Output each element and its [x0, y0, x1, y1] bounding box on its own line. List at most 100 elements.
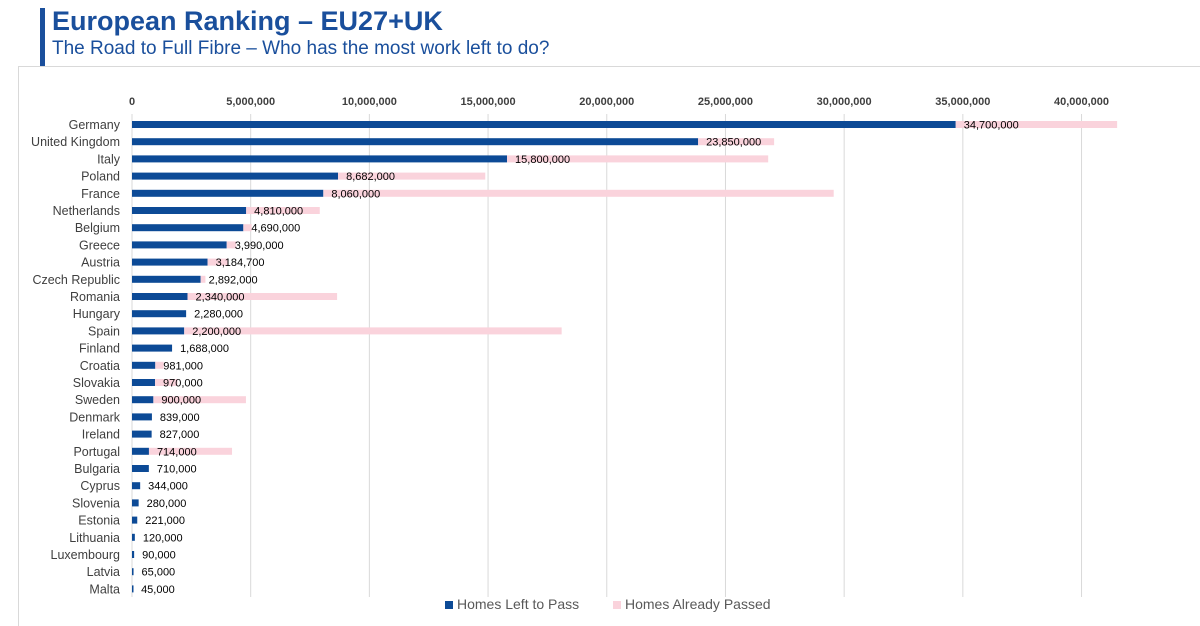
data-label: 2,280,000: [194, 309, 243, 321]
category-label: Greece: [79, 238, 120, 252]
bar-homes-left-to-pass: [132, 482, 141, 490]
data-label: 2,200,000: [192, 326, 241, 338]
category-label: Poland: [81, 170, 120, 184]
category-label: Germany: [69, 118, 121, 132]
bar-homes-left-to-pass: [132, 465, 149, 472]
x-tick-label: 5,000,000: [226, 96, 275, 108]
bar-homes-already-passed: [153, 396, 246, 404]
bar-homes-already-passed: [698, 138, 775, 146]
bar-homes-left-to-pass: [132, 585, 134, 593]
x-tick-label: 30,000,000: [817, 96, 872, 108]
data-label: 3,184,700: [216, 257, 265, 269]
bar-homes-already-passed: [243, 224, 252, 232]
bar-homes-left-to-pass: [132, 568, 134, 576]
page-subtitle: The Road to Full Fibre – Who has the mos…: [52, 38, 550, 59]
category-label: Netherlands: [53, 204, 120, 218]
data-label: 827,000: [160, 429, 200, 441]
data-label: 120,000: [143, 532, 183, 544]
data-label: 23,850,000: [706, 137, 761, 149]
legend-label-homes-left-to-pass: Homes Left to Pass: [457, 596, 579, 612]
data-label: 8,060,000: [331, 188, 380, 200]
bar-homes-left-to-pass: [132, 327, 185, 335]
x-tick-label: 25,000,000: [698, 96, 753, 108]
category-label: Belgium: [75, 221, 120, 235]
category-label: Denmark: [69, 410, 120, 424]
bar-homes-already-passed: [187, 293, 338, 300]
category-label: Austria: [81, 256, 120, 270]
bar-homes-left-to-pass: [132, 293, 188, 300]
bar-homes-already-passed: [226, 241, 237, 249]
category-label: United Kingdom: [31, 135, 120, 149]
data-label: 65,000: [142, 567, 176, 579]
data-label: 714,000: [157, 446, 197, 458]
category-label: Finland: [79, 342, 120, 356]
bar-homes-already-passed: [155, 361, 164, 369]
category-label: Slovakia: [73, 376, 120, 390]
data-label: 45,000: [141, 584, 175, 596]
data-label: 2,892,000: [209, 274, 258, 286]
category-label: Latvia: [87, 565, 120, 579]
data-label: 2,340,000: [196, 292, 245, 304]
bar-homes-left-to-pass: [132, 310, 187, 318]
category-label: France: [81, 187, 120, 201]
bar-homes-left-to-pass: [132, 551, 135, 558]
bar-homes-left-to-pass: [132, 499, 139, 507]
bar-homes-already-passed: [323, 189, 834, 197]
data-label: 3,990,000: [235, 240, 284, 252]
data-label: 710,000: [157, 464, 197, 476]
page-title: European Ranking – EU27+UK: [52, 6, 443, 36]
category-label: Spain: [88, 324, 120, 338]
bar-homes-left-to-pass: [132, 189, 324, 197]
bar-homes-left-to-pass: [132, 447, 149, 455]
x-tick-label: 0: [129, 96, 135, 108]
legend-swatch-homes-already-passed: [613, 601, 621, 609]
category-label: Sweden: [75, 393, 120, 407]
x-tick-label: 35,000,000: [935, 96, 990, 108]
category-label: Hungary: [73, 307, 121, 321]
bar-homes-already-passed: [155, 379, 178, 386]
legend-label-homes-already-passed: Homes Already Passed: [625, 596, 771, 612]
category-label: Malta: [89, 582, 120, 596]
category-label: Lithuania: [69, 531, 120, 545]
category-label: Czech Republic: [32, 273, 120, 287]
bar-homes-left-to-pass: [132, 224, 244, 232]
bar-homes-already-passed: [200, 275, 206, 283]
data-label: 970,000: [163, 378, 203, 390]
data-label: 90,000: [142, 550, 176, 562]
bar-homes-left-to-pass: [132, 207, 247, 214]
bar-homes-already-passed: [184, 327, 562, 335]
bar-homes-left-to-pass: [132, 121, 956, 128]
x-tick-label: 20,000,000: [579, 96, 634, 108]
data-label: 8,682,000: [346, 171, 395, 183]
bar-homes-left-to-pass: [132, 172, 339, 180]
legend-swatch-homes-left-to-pass: [445, 601, 453, 609]
x-tick-label: 40,000,000: [1054, 96, 1109, 108]
data-label: 280,000: [147, 498, 187, 510]
data-label: 344,000: [148, 481, 188, 493]
bar-homes-already-passed: [246, 207, 320, 214]
data-label: 4,690,000: [251, 223, 300, 235]
bar-homes-left-to-pass: [132, 516, 138, 524]
category-label: Cyprus: [80, 479, 120, 493]
bar-homes-left-to-pass: [132, 430, 152, 438]
data-label: 4,810,000: [254, 206, 303, 218]
data-label: 221,000: [145, 515, 185, 527]
bar-homes-left-to-pass: [132, 275, 201, 283]
data-label: 1,688,000: [180, 343, 229, 355]
x-tick-label: 15,000,000: [461, 96, 516, 108]
chart-frame: 0 5,000,000 10,000,000 15,000,000 20,000,000…: [18, 66, 1200, 626]
category-label: Ireland: [82, 428, 120, 442]
bar-chart: 0 5,000,000 10,000,000 15,000,000 20,000,000…: [31, 96, 1118, 612]
data-label: 15,800,000: [515, 154, 570, 166]
title-accent-bar: [40, 8, 45, 66]
category-label: Slovenia: [72, 496, 120, 510]
bar-homes-already-passed: [207, 258, 228, 266]
bar-homes-already-passed: [148, 447, 233, 455]
bar-homes-left-to-pass: [132, 379, 156, 386]
data-label: 34,700,000: [964, 120, 1019, 132]
x-tick-label: 10,000,000: [342, 96, 397, 108]
bar-homes-left-to-pass: [132, 344, 173, 352]
bar-homes-left-to-pass: [132, 361, 156, 369]
bar-homes-left-to-pass: [132, 533, 135, 541]
data-label: 981,000: [163, 360, 203, 372]
